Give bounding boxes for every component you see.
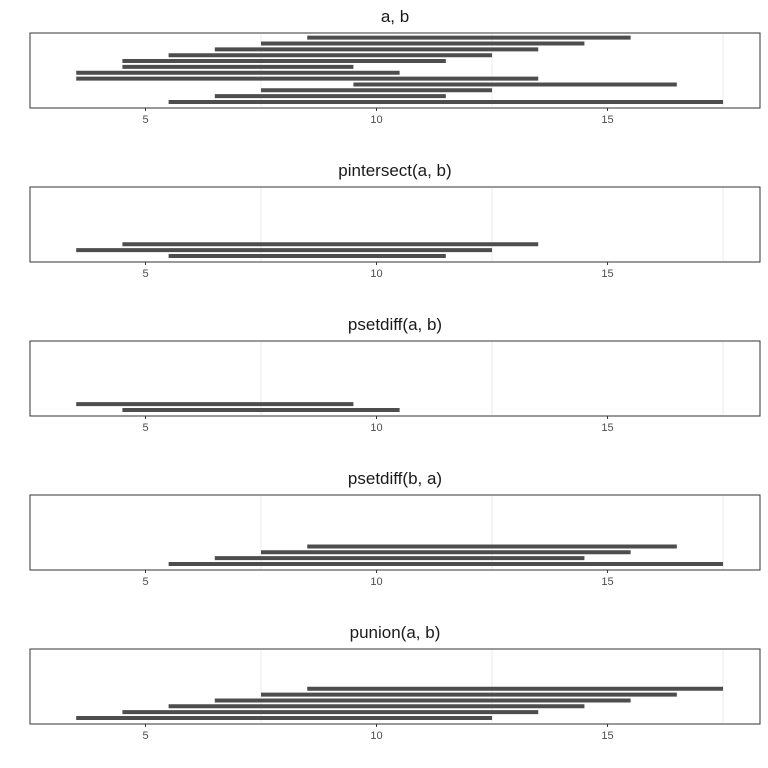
panel-title: punion(a, b) — [350, 623, 441, 642]
x-tick-label: 10 — [370, 114, 382, 126]
panel-1: a, b 5 10 15 — [29, 7, 761, 126]
x-tick-label: 15 — [601, 730, 613, 742]
x-tick-label: 15 — [601, 268, 613, 280]
panel-title: psetdiff(a, b) — [348, 315, 442, 334]
x-tick-label: 15 — [601, 114, 613, 126]
panel-title: psetdiff(b, a) — [348, 469, 442, 488]
x-tick-label: 5 — [142, 576, 148, 588]
panel-4: psetdiff(b, a) 5 10 15 — [29, 469, 761, 588]
x-tick-label: 10 — [370, 422, 382, 434]
x-tick-label: 10 — [370, 576, 382, 588]
x-tick-label: 15 — [601, 576, 613, 588]
panel-title: a, b — [381, 7, 409, 26]
x-tick-label: 5 — [142, 730, 148, 742]
x-tick-label: 10 — [370, 268, 382, 280]
x-tick-label: 5 — [142, 114, 148, 126]
x-tick-label: 10 — [370, 730, 382, 742]
x-tick-label: 5 — [142, 422, 148, 434]
panel-title: pintersect(a, b) — [338, 161, 451, 180]
x-tick-label: 5 — [142, 268, 148, 280]
panel-5: punion(a, b) 5 10 15 — [29, 623, 761, 742]
panel-3: psetdiff(a, b) 5 10 15 — [29, 315, 761, 434]
panel-2: pintersect(a, b) 5 10 15 — [29, 161, 761, 280]
x-tick-label: 15 — [601, 422, 613, 434]
